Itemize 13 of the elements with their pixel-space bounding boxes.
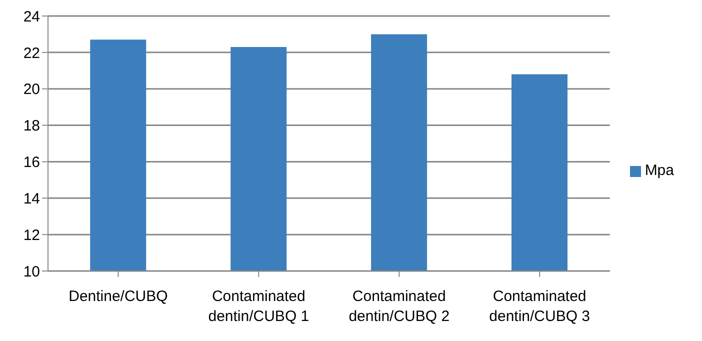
y-tick-label: 24 [23, 8, 40, 26]
y-tick-label: 10 [23, 263, 40, 280]
y-tick-label: 12 [23, 226, 40, 244]
y-tick-label: 14 [23, 190, 40, 208]
x-tick-label: Dentine/CUBQ [68, 288, 168, 305]
x-tick-label: Contaminated dentin/CUBQ 3 [489, 288, 590, 325]
y-tick-label: 16 [23, 154, 40, 172]
x-tick-label: Contaminated dentin/CUBQ 2 [348, 288, 450, 325]
y-tick-label: 20 [23, 81, 40, 98]
y-tick-label: 22 [23, 44, 40, 62]
legend-label: Mpa [644, 162, 674, 179]
x-tick-label: Contaminated dentin/CUBQ 1 [208, 288, 310, 325]
y-tick-label: 18 [23, 118, 40, 135]
